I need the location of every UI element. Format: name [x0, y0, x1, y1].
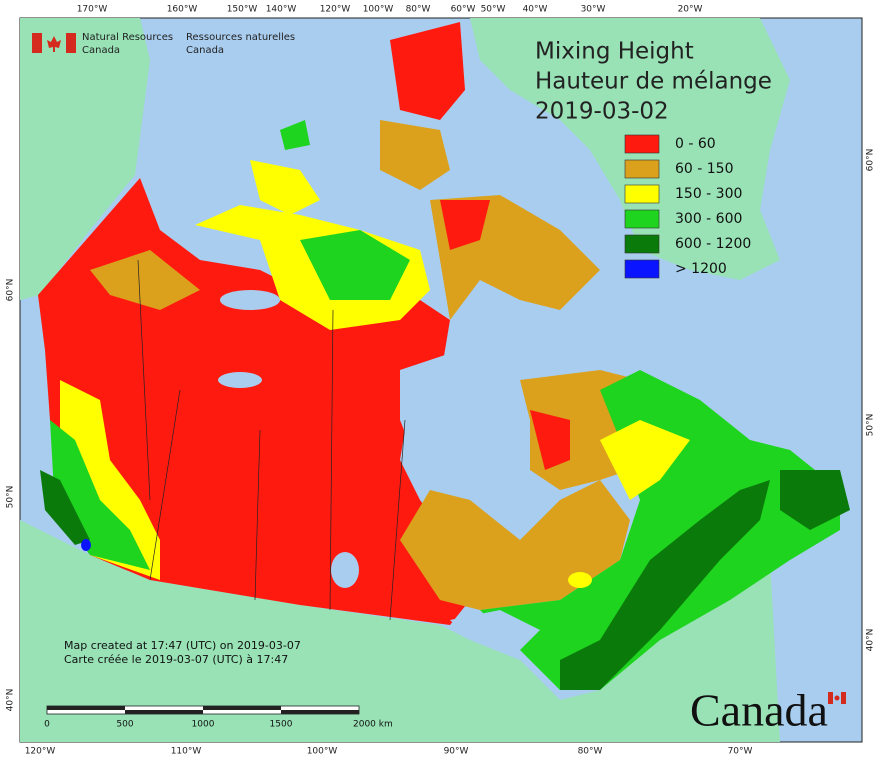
agency-signature: Natural Resources Canada Ressources natu… [32, 32, 295, 56]
lake [331, 552, 359, 588]
longitude-label: 160°W [167, 5, 198, 15]
region-coast-blue [81, 539, 91, 551]
latitude-label: 60°N [6, 279, 16, 302]
lake [218, 372, 262, 388]
latitude-label: 40°N [866, 629, 876, 652]
province-border [137, 259, 406, 621]
lake [220, 290, 280, 310]
region-island-yellow [250, 160, 320, 215]
longitude-label: 90°W [444, 747, 469, 757]
scale-segment [203, 706, 281, 710]
scale-bar: 0 500 1000 1500 2000 km [44, 705, 393, 730]
agency-en: Natural Resources [82, 32, 173, 43]
region-east-green [480, 370, 840, 690]
latitude-label: 60°N [866, 149, 876, 172]
legend-swatch [624, 134, 660, 154]
flag-bar [66, 33, 76, 53]
wordmark: Canada [690, 685, 828, 736]
flag-bar [32, 33, 42, 53]
legend-swatch [624, 184, 660, 204]
latitude-label: 40°N [6, 689, 16, 712]
longitude-label: 80°W [406, 5, 431, 15]
title-block: Mixing Height Hauteur de mélange 2019-03-0… [535, 39, 772, 125]
scale-label: 2000 km [353, 720, 393, 730]
longitude-label: 100°W [307, 747, 338, 757]
longitude-label: 80°W [578, 747, 603, 757]
legend-label: > 1200 [675, 261, 727, 277]
legend-label: 600 - 1200 [675, 236, 751, 252]
legend-swatch [624, 259, 660, 279]
longitude-label: 70°W [728, 747, 753, 757]
region-east-yellow [600, 420, 690, 500]
longitude-label: 60°W [451, 5, 476, 15]
flag-bar [828, 692, 833, 704]
longitude-label: 20°W [678, 5, 703, 15]
hudson-bay [400, 350, 520, 480]
region-arctic-green [300, 230, 410, 300]
latitude-label: 50°N [6, 486, 16, 509]
longitude-label: 120°W [320, 5, 351, 15]
map-title: 2019-03-02 [535, 99, 669, 125]
maple-leaf [47, 36, 61, 52]
longitude-label: 30°W [581, 5, 606, 15]
legend-swatch [624, 209, 660, 229]
scale-label: 1000 [192, 720, 215, 730]
great-lakes [450, 610, 540, 650]
longitude-label: 150°W [227, 5, 258, 15]
scale-label: 0 [44, 720, 50, 730]
longitude-label: 100°W [363, 5, 394, 15]
legend-swatch [624, 234, 660, 254]
latitude-label: 50°N [866, 414, 876, 437]
longitude-label: 40°W [523, 5, 548, 15]
agency-en: Canada [82, 45, 120, 56]
longitude-label: 110°W [171, 747, 202, 757]
scale-label: 500 [116, 720, 133, 730]
region-island-orange [380, 120, 450, 190]
agency-fr: Canada [186, 45, 224, 56]
maple-leaf [834, 695, 840, 701]
scale-segment [47, 706, 125, 710]
alaska [20, 18, 150, 300]
longitude-label: 50°W [481, 5, 506, 15]
map-title: Hauteur de mélange [535, 69, 772, 95]
wordmark-flag [828, 692, 846, 704]
legend: 0 - 60 60 - 150 150 - 300 300 - 600 600 - 12… [624, 134, 751, 279]
credit-en: Map created at 17:47 (UTC) on 2019-03-07 [64, 639, 301, 652]
region-ellesmere [390, 22, 465, 120]
region-spot-yellow [568, 572, 592, 588]
graticule-labels: 170°W 160°W 150°W 140°W 120°W 100°W 80°W 60°W 50… [6, 5, 876, 757]
longitude-label: 140°W [266, 5, 297, 15]
region-island-green [280, 120, 310, 150]
legend-label: 60 - 150 [675, 161, 734, 177]
scale-segment [281, 710, 359, 714]
flag-bar [841, 692, 846, 704]
region-east-darkgreen [560, 480, 770, 690]
agency-fr: Ressources naturelles [186, 32, 295, 43]
legend-swatch [624, 159, 660, 179]
scale-segment [125, 710, 203, 714]
region-baffin-red [440, 200, 490, 250]
region-quebec-red [530, 410, 570, 470]
longitude-label: 170°W [77, 5, 108, 15]
credit-fr: Carte créée le 2019-03-07 (UTC) à 17:47 [64, 653, 288, 666]
legend-label: 0 - 60 [675, 136, 716, 152]
scale-label: 1500 [270, 720, 293, 730]
legend-label: 150 - 300 [675, 186, 742, 202]
legend-label: 300 - 600 [675, 211, 742, 227]
united-states [20, 520, 780, 742]
longitude-label: 120°W [25, 747, 56, 757]
map-title: Mixing Height [535, 39, 694, 65]
region-coast-darkgreen [40, 470, 90, 545]
region-north-orange [90, 250, 200, 310]
region-newfoundland [780, 470, 850, 530]
